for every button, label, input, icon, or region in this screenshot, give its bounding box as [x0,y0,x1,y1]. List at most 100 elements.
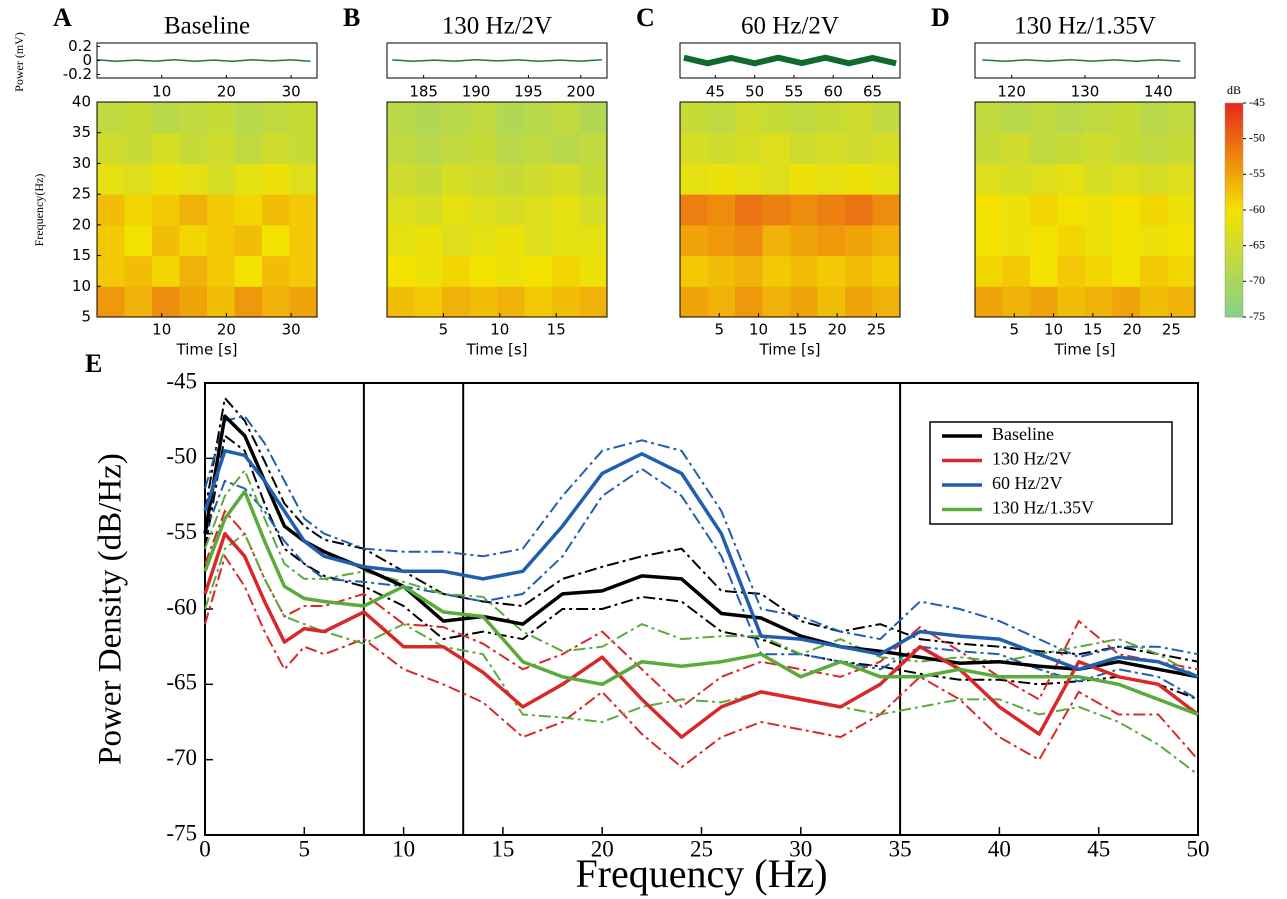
spectrogram-x-label: Time [s] [466,341,528,359]
trace-y-label: Power (mV) [12,32,26,92]
confidence-bound [204,414,1199,659]
spectrogram-cell [1167,163,1196,195]
spectrogram-cell [790,286,818,318]
spectrogram-cell [975,163,1003,195]
spectrogram-cell [1167,132,1196,164]
spectrogram-cell [579,163,608,195]
spectrogram-cell [234,132,263,164]
spectrogram-cell [124,194,153,226]
spectrogram-cell [497,132,525,164]
colorbar-step [1225,195,1243,200]
spectrogram-cell [387,286,415,318]
spectrogram-cell [579,102,608,134]
spectrogram-frame [386,101,608,318]
colorbar-step [1225,135,1243,140]
spectrogram-x-tick-label: 10 [1044,321,1063,339]
spectrogram-cell [975,286,1003,318]
spectrogram-cell [152,163,180,195]
panel-title: 60 Hz/2V [741,13,839,40]
trace-y-tick-label: 0.2 [68,37,92,55]
colorbar-step [1225,231,1243,236]
spectrogram-y-tick-label: 40 [72,93,91,111]
colorbar-step [1225,110,1243,115]
spectrogram-cell [124,286,153,318]
spectrogram-cell [1002,163,1031,195]
spectrogram-cell [735,132,763,164]
colorbar-tick-label: -55 [1249,166,1265,180]
spectrogram-cell [680,194,708,226]
spectrogram-cell [1030,255,1058,287]
spectrogram-cell [497,255,525,287]
spectrogram-x-tick-label: 10 [152,321,171,339]
colorbar-step [1225,185,1243,190]
spectrogram-cell [1085,163,1113,195]
trace-x-tick-label: 10 [152,83,171,101]
mean-line [203,531,1200,739]
spectrogram-cell [817,194,846,226]
spectrogram-cell [1167,102,1196,134]
spectrogram-cell [817,132,846,164]
spectrogram-cell [790,163,818,195]
spectrogram-cell [1140,194,1168,226]
spectrogram-cell [1167,224,1196,257]
spectrogram-cell [524,255,553,287]
spectrogram-cell [1030,102,1058,134]
panel-letter: B [343,3,360,32]
spectrogram-cell [872,224,901,257]
spectrogram-cell [845,163,873,195]
colorbar-step [1225,210,1243,215]
colorbar-tick-label: -60 [1249,202,1265,216]
colorbar-step [1225,249,1243,254]
spectrogram-x-label: Time [s] [759,341,821,359]
spectrogram-cell [1112,194,1141,226]
spectrogram-cell [872,255,901,287]
colorbar-step [1225,224,1243,229]
trace-x-tick-label: 55 [784,83,803,101]
spectrogram-cell [124,255,153,287]
spectrogram-cell [1030,286,1058,318]
spectrogram-cell [469,255,498,287]
spectrogram-cell [1002,102,1031,134]
colorbar-step [1225,267,1243,272]
spectrogram-cell [289,224,318,257]
spectrogram-cell [579,224,608,257]
y-tick-label: -50 [166,444,197,469]
trace-x-tick-label: 65 [863,83,882,101]
spectrogram-cell [387,224,415,257]
spectrogram-cell [262,255,290,287]
spectrogram-cell [735,224,763,257]
panel-letter: D [931,3,950,32]
spectrogram-cell [497,286,525,318]
spectrogram-cell [1057,255,1086,287]
spectrogram-cell [552,163,580,195]
spectrogram-cell [234,286,263,318]
colorbar-step [1225,281,1243,286]
spectrogram-cell [442,286,470,318]
spectrogram-cell [762,163,791,195]
spectrogram-cell [707,102,736,134]
spectrogram-cell [680,102,708,134]
spectrogram-cell [442,224,470,257]
spectrogram-cell [707,132,736,164]
spectrogram-cell [262,163,290,195]
x-tick-label: 10 [392,836,415,861]
confidence-bound [204,467,1199,701]
spectrogram-cell [1140,102,1168,134]
trace-x-tick-label: 50 [745,83,764,101]
spectrogram-cell [1030,194,1058,226]
spectrogram-cell [469,132,498,164]
colorbar-step [1225,113,1243,118]
colorbar-step [1225,309,1243,314]
x-tick-label: 45 [1087,836,1110,861]
spectrogram-cell [1030,163,1058,195]
spectrogram-cell [524,102,553,134]
spectrogram-cell [1057,194,1086,226]
colorbar-step [1225,277,1243,282]
spectrogram-cell [442,194,470,226]
spectrogram-cell [1140,132,1168,164]
legend-box [929,421,1173,525]
spectrogram-cell [442,102,470,134]
spectrogram-cell [707,286,736,318]
spectrogram-cell [97,194,125,226]
